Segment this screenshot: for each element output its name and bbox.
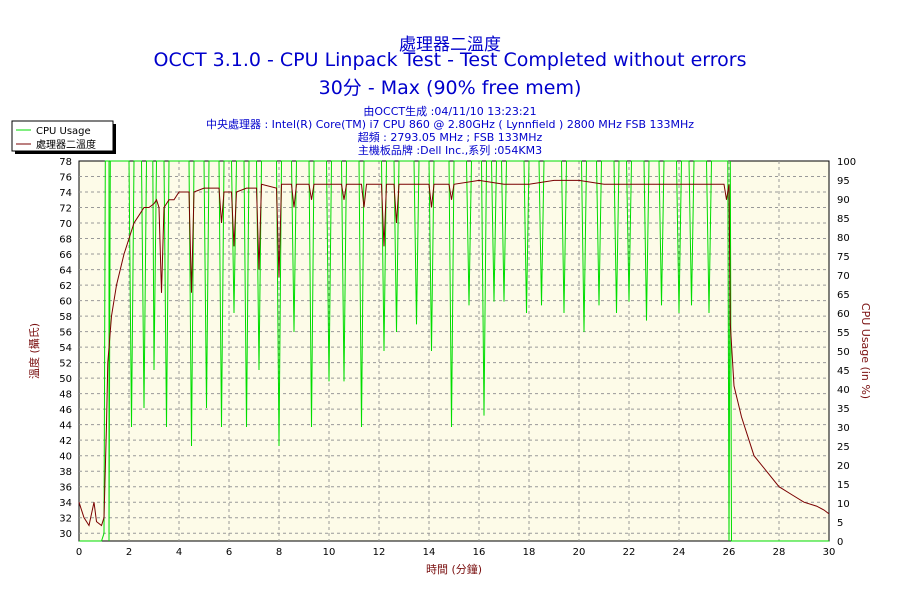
y-left-tick-label: 78	[59, 157, 72, 168]
info-motherboard: 主機板品牌 :Dell Inc.,系列 :054KM3	[357, 144, 543, 157]
x-tick-label: 2	[126, 547, 132, 558]
x-tick-label: 24	[673, 547, 686, 558]
y-right-tick-label: 5	[837, 518, 843, 529]
y-left-tick-label: 50	[59, 374, 72, 385]
legend-label-temperature: 處理器二溫度	[36, 138, 96, 151]
y-left-tick-label: 42	[59, 436, 72, 447]
y-left-tick-label: 38	[59, 467, 72, 478]
y-right-tick-label: 20	[837, 461, 850, 472]
info-generated: 由OCCT生成 :04/11/10 13:23:21	[363, 105, 537, 118]
y-left-tick-label: 74	[59, 188, 72, 199]
y-left-tick-label: 66	[59, 250, 72, 261]
x-tick-label: 12	[373, 547, 386, 558]
x-tick-label: 14	[423, 547, 436, 558]
x-tick-label: 30	[823, 547, 836, 558]
y-left-tick-label: 60	[59, 297, 72, 308]
y-left-tick-label: 72	[59, 204, 72, 215]
y-right-tick-label: 90	[837, 195, 850, 206]
y-left-tick-label: 56	[59, 328, 72, 339]
y-left-tick-label: 52	[59, 359, 72, 370]
chart-title: 處理器二溫度	[399, 35, 501, 55]
x-tick-label: 26	[723, 547, 736, 558]
y-right-tick-label: 95	[837, 176, 850, 187]
y-right-tick-label: 55	[837, 328, 850, 339]
x-tick-label: 10	[323, 547, 336, 558]
plot-area	[78, 160, 830, 542]
y-axis-right-ticks: 0 5 10 15 20 25 30 35 40 45 50 55 60 65 70 75 80 85 90 95 10…	[837, 157, 856, 548]
y-right-tick-label: 25	[837, 442, 850, 453]
y-right-tick-label: 40	[837, 385, 850, 396]
y-right-tick-label: 15	[837, 480, 850, 491]
info-cpu: 中央處理器 : Intel(R) Core(TM) i7 CPU 860 @ 2…	[205, 118, 695, 131]
legend: CPU Usage 處理器二溫度	[11, 120, 116, 154]
y-right-tick-label: 0	[837, 537, 843, 548]
y-right-tick-label: 85	[837, 214, 850, 225]
y-left-tick-label: 64	[59, 266, 72, 277]
y-left-tick-label: 46	[59, 405, 72, 416]
y-right-tick-label: 70	[837, 271, 850, 282]
y-right-tick-label: 10	[837, 499, 850, 510]
x-tick-label: 0	[76, 547, 82, 558]
y-axis-left-label: 溫度 (攝氏)	[27, 323, 41, 379]
grid-lines	[79, 161, 829, 541]
cpu-usage-line	[79, 160, 829, 542]
y-right-tick-label: 30	[837, 423, 850, 434]
y-right-tick-label: 60	[837, 309, 850, 320]
chart-subtitle: OCCT 3.1.0 - CPU Linpack Test - Test Com…	[153, 49, 747, 71]
y-left-tick-label: 34	[59, 498, 72, 509]
y-left-tick-label: 62	[59, 281, 72, 292]
x-tick-label: 4	[176, 547, 182, 558]
y-right-tick-label: 45	[837, 366, 850, 377]
x-tick-label: 16	[473, 547, 486, 558]
x-tick-label: 28	[773, 547, 786, 558]
y-right-tick-label: 100	[837, 157, 856, 168]
y-axis-right-label: CPU Usage (in %)	[859, 303, 872, 399]
x-tick-label: 22	[623, 547, 636, 558]
y-right-tick-label: 50	[837, 347, 850, 358]
y-right-tick-label: 65	[837, 290, 850, 301]
x-tick-label: 20	[573, 547, 586, 558]
y-right-tick-label: 80	[837, 233, 850, 244]
x-axis-label: 時間 (分鐘)	[426, 562, 482, 576]
y-left-tick-label: 58	[59, 312, 72, 323]
y-left-tick-label: 68	[59, 235, 72, 246]
y-left-tick-label: 32	[59, 514, 72, 525]
y-left-tick-label: 70	[59, 219, 72, 230]
y-left-tick-label: 44	[59, 421, 72, 432]
y-left-tick-label: 54	[59, 343, 72, 354]
temperature-line	[78, 179, 830, 527]
x-tick-label: 18	[523, 547, 536, 558]
y-axis-left-ticks: 30 32 34 36 38 40 42 44 46 48 50 52 54 56 58 60 62 64 66 68…	[59, 157, 72, 540]
y-right-tick-label: 75	[837, 252, 850, 263]
x-tick-label: 6	[226, 547, 232, 558]
chart-subtitle-2: 30分 - Max (90% free mem)	[318, 77, 582, 99]
x-tick-label: 8	[276, 547, 282, 558]
y-left-tick-label: 48	[59, 390, 72, 401]
y-left-tick-label: 40	[59, 452, 72, 463]
y-right-tick-label: 35	[837, 404, 850, 415]
series-group	[78, 160, 830, 542]
y-left-tick-label: 76	[59, 173, 72, 184]
info-overclock: 超頻 : 2793.05 MHz ; FSB 133MHz	[357, 131, 543, 144]
y-left-tick-label: 36	[59, 483, 72, 494]
legend-label-cpu-usage: CPU Usage	[36, 126, 91, 137]
y-left-tick-label: 30	[59, 529, 72, 540]
x-axis-ticks: 0 2 4 6 8 10 12 14 16 18 20 22 24 26 28 30	[76, 547, 836, 558]
